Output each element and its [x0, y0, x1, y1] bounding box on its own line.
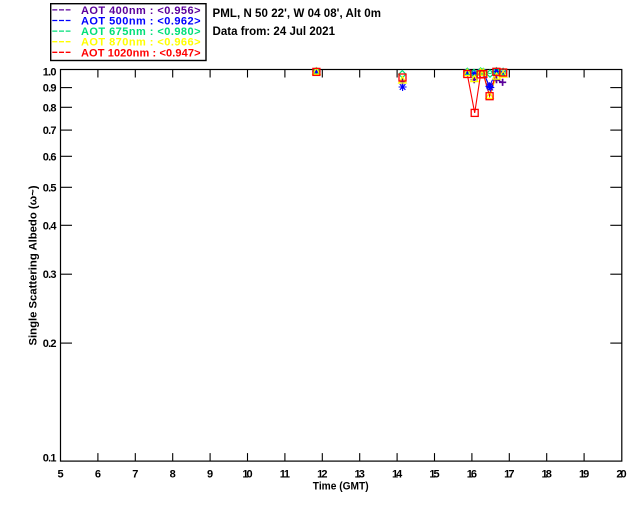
svg-text:15: 15: [429, 468, 439, 480]
svg-text:Single Scattering Albedo (ω~): Single Scattering Albedo (ω~): [28, 185, 40, 345]
svg-text:8: 8: [170, 468, 176, 480]
svg-text:0.5: 0.5: [43, 182, 57, 194]
svg-text:AOT 400nm : <0.956>: AOT 400nm : <0.956>: [81, 5, 201, 17]
svg-text:0.6: 0.6: [43, 151, 57, 163]
svg-text:19: 19: [579, 468, 589, 480]
svg-text:11: 11: [280, 468, 290, 480]
svg-text:0.7: 0.7: [43, 125, 57, 137]
svg-text:6: 6: [95, 468, 101, 480]
svg-text:7: 7: [132, 468, 138, 480]
svg-text:PML, N 50 22', W 04 08', Alt 0: PML, N 50 22', W 04 08', Alt 0m: [213, 8, 382, 20]
svg-text:20: 20: [616, 468, 626, 480]
svg-text:Data from: 24 Jul 2021: Data from: 24 Jul 2021: [213, 26, 336, 38]
svg-text:0.9: 0.9: [43, 83, 57, 95]
svg-text:13: 13: [355, 468, 365, 480]
svg-text:0.8: 0.8: [43, 102, 57, 114]
svg-text:5: 5: [57, 468, 63, 480]
svg-text:AOT 675nm : <0.980>: AOT 675nm : <0.980>: [81, 26, 201, 38]
svg-text:16: 16: [467, 468, 477, 480]
svg-text:0.1: 0.1: [43, 453, 57, 465]
svg-text:1.0: 1.0: [43, 67, 57, 79]
svg-text:12: 12: [317, 468, 327, 480]
svg-text:0.2: 0.2: [43, 338, 57, 350]
svg-text:Time (GMT): Time (GMT): [313, 480, 369, 492]
svg-text:9: 9: [207, 468, 213, 480]
svg-text:AOT 500nm : <0.962>: AOT 500nm : <0.962>: [81, 16, 201, 28]
svg-text:0.3: 0.3: [43, 269, 57, 281]
svg-text:17: 17: [504, 468, 514, 480]
svg-text:AOT 1020nm : <0.947>: AOT 1020nm : <0.947>: [81, 47, 201, 59]
svg-text:14: 14: [392, 468, 403, 480]
svg-text:AOT 870nm : <0.966>: AOT 870nm : <0.966>: [81, 37, 201, 49]
svg-text:0.4: 0.4: [43, 220, 58, 232]
svg-text:18: 18: [542, 468, 552, 480]
svg-text:10: 10: [242, 468, 252, 480]
